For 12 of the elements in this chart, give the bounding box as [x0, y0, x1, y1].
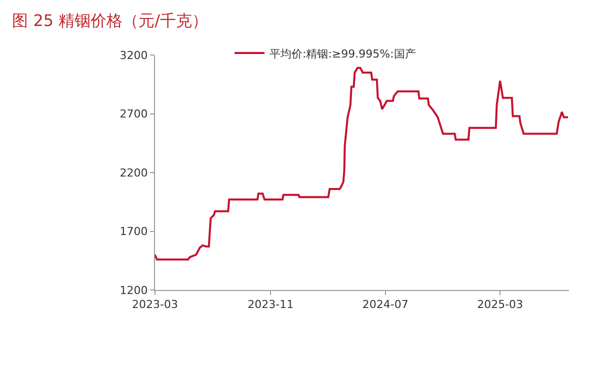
legend-label: 平均价:精铟:≥99.995%:国产 [270, 47, 416, 60]
x-tick-label: 2024-07 [362, 298, 408, 312]
x-tick-label: 2023-03 [132, 298, 178, 312]
y-tick-label: 3200 [120, 48, 148, 62]
line-series [155, 66, 569, 260]
y-tick-label: 1200 [120, 284, 148, 297]
y-tick-label: 2200 [120, 166, 148, 180]
chart-title: 图 25 精铟价格（元/千克） [12, 11, 208, 30]
y-tick-label: 2700 [120, 108, 148, 121]
x-tick-label: 2025-03 [477, 298, 524, 312]
y-tick-label: 1700 [120, 225, 148, 238]
x-tick-label: 2023-11 [248, 298, 294, 312]
